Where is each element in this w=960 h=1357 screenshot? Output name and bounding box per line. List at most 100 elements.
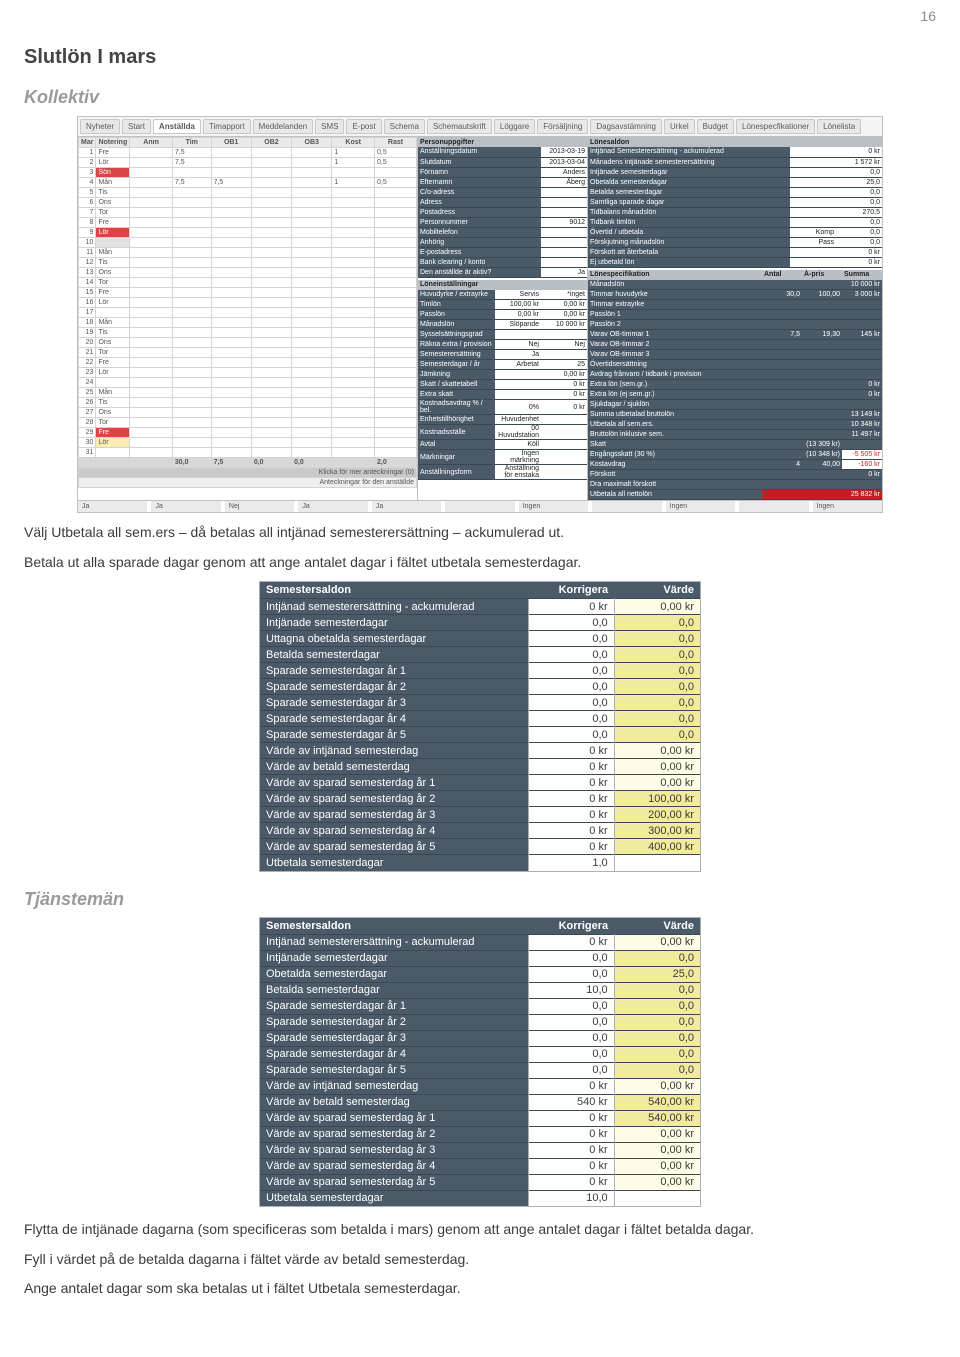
- daygrid-cell[interactable]: [332, 428, 375, 438]
- info-value[interactable]: [541, 257, 587, 267]
- daygrid-cell[interactable]: [130, 388, 173, 398]
- daygrid-cell[interactable]: [130, 278, 173, 288]
- daygrid-cell[interactable]: [292, 188, 332, 198]
- daygrid-cell[interactable]: [251, 158, 291, 168]
- daygrid-cell[interactable]: [130, 358, 173, 368]
- info-value[interactable]: Slöpande: [495, 320, 541, 330]
- daygrid-cell[interactable]: [375, 428, 417, 438]
- info-value[interactable]: [541, 330, 587, 340]
- info-value[interactable]: Ja: [541, 267, 587, 277]
- daygrid-cell[interactable]: [375, 188, 417, 198]
- daygrid-cell[interactable]: 7,5: [172, 148, 211, 158]
- daygrid-cell[interactable]: [211, 348, 251, 358]
- daygrid-cell[interactable]: Tor: [96, 208, 130, 218]
- daygrid-cell[interactable]: Fre: [96, 148, 130, 158]
- sem-varde[interactable]: 0,0: [614, 663, 700, 679]
- info-value[interactable]: [495, 390, 541, 400]
- sem-varde[interactable]: 0,00 kr: [614, 1078, 700, 1094]
- daygrid-cell[interactable]: [172, 328, 211, 338]
- daygrid-cell[interactable]: [130, 148, 173, 158]
- daygrid-cell[interactable]: Lör: [96, 228, 130, 238]
- info-value[interactable]: Nej: [495, 340, 541, 350]
- daygrid-cell[interactable]: [172, 408, 211, 418]
- daygrid-cell[interactable]: [375, 438, 417, 448]
- daygrid-cell[interactable]: [172, 288, 211, 298]
- daygrid-cell[interactable]: [211, 168, 251, 178]
- sem-varde[interactable]: 0,0: [614, 950, 700, 966]
- daygrid-cell[interactable]: [251, 278, 291, 288]
- daygrid-cell[interactable]: [251, 178, 291, 188]
- footer-cell[interactable]: [445, 501, 514, 512]
- daygrid-cell[interactable]: Mån: [96, 388, 130, 398]
- info-value[interactable]: 0,00 kr: [541, 310, 587, 320]
- daygrid-cell[interactable]: [251, 208, 291, 218]
- daygrid-cell[interactable]: [211, 288, 251, 298]
- daygrid-cell[interactable]: Lör: [96, 368, 130, 378]
- daygrid-cell[interactable]: Tis: [96, 398, 130, 408]
- daygrid-cell[interactable]: [211, 198, 251, 208]
- daygrid-cell[interactable]: [251, 258, 291, 268]
- daygrid-cell[interactable]: [251, 198, 291, 208]
- daygrid-cell[interactable]: [211, 258, 251, 268]
- daygrid-cell[interactable]: [332, 168, 375, 178]
- daygrid-cell[interactable]: [130, 218, 173, 228]
- daygrid-cell[interactable]: [375, 298, 417, 308]
- daygrid-cell[interactable]: [251, 338, 291, 348]
- daygrid-cell[interactable]: [375, 248, 417, 258]
- daygrid-cell[interactable]: [130, 308, 173, 318]
- daygrid-cell[interactable]: [251, 148, 291, 158]
- sem-varde[interactable]: 0,0: [614, 727, 700, 743]
- daygrid-cell[interactable]: Fre: [96, 358, 130, 368]
- info-value[interactable]: 0,0: [790, 167, 882, 177]
- daygrid-cell[interactable]: [332, 188, 375, 198]
- daygrid-cell[interactable]: [211, 238, 251, 248]
- sem-korrigera[interactable]: 0 kr: [528, 775, 614, 791]
- sem-korrigera[interactable]: 0 kr: [528, 1126, 614, 1142]
- info-value[interactable]: [541, 350, 587, 360]
- sem-varde[interactable]: 0,0: [614, 1014, 700, 1030]
- daygrid-cell[interactable]: [292, 428, 332, 438]
- sem-varde[interactable]: 0,00 kr: [614, 599, 700, 615]
- daygrid-cell[interactable]: [292, 208, 332, 218]
- daygrid-cell[interactable]: [251, 188, 291, 198]
- daygrid-cell[interactable]: [130, 398, 173, 408]
- tab-dagsavstämning[interactable]: Dagsavstämning: [590, 119, 662, 134]
- sem-korrigera[interactable]: 0,0: [528, 727, 614, 743]
- footer-cell[interactable]: Nej: [225, 501, 294, 512]
- sem-korrigera[interactable]: 0,0: [528, 966, 614, 982]
- daygrid-cell[interactable]: 15: [79, 288, 96, 298]
- daygrid-cell[interactable]: [211, 338, 251, 348]
- sem-korrigera[interactable]: 0,0: [528, 711, 614, 727]
- info-value[interactable]: 0,00 kr: [495, 310, 541, 320]
- footer-cell[interactable]: [739, 501, 808, 512]
- daygrid-footer[interactable]: Anteckningar för den anställde: [79, 478, 417, 488]
- sem-korrigera[interactable]: 0 kr: [528, 1158, 614, 1174]
- sem-varde[interactable]: 540,00 kr: [614, 1110, 700, 1126]
- daygrid-cell[interactable]: 2: [79, 158, 96, 168]
- info-value[interactable]: 0,0: [836, 227, 882, 237]
- daygrid-cell[interactable]: 13: [79, 268, 96, 278]
- daygrid-cell[interactable]: [375, 208, 417, 218]
- daygrid-cell[interactable]: [375, 218, 417, 228]
- daygrid-cell[interactable]: 4: [79, 178, 96, 188]
- daygrid-cell[interactable]: [292, 298, 332, 308]
- daygrid-cell[interactable]: [130, 348, 173, 358]
- sem-korrigera[interactable]: 0 kr: [528, 823, 614, 839]
- info-value[interactable]: 0,0: [790, 187, 882, 197]
- info-value[interactable]: Ja: [495, 350, 541, 360]
- daygrid-cell[interactable]: [251, 288, 291, 298]
- info-value[interactable]: 2013-03-19: [541, 147, 587, 157]
- sem-varde[interactable]: 400,00 kr: [614, 839, 700, 855]
- daygrid-cell[interactable]: [130, 328, 173, 338]
- daygrid-cell[interactable]: Lör: [96, 158, 130, 168]
- daygrid-cell[interactable]: [211, 208, 251, 218]
- daygrid-cell[interactable]: [375, 268, 417, 278]
- daygrid-cell[interactable]: [292, 448, 332, 458]
- daygrid-cell[interactable]: [292, 178, 332, 188]
- daygrid-cell[interactable]: 14: [79, 278, 96, 288]
- sem-korrigera[interactable]: 0,0: [528, 1062, 614, 1078]
- sem-korrigera[interactable]: 0 kr: [528, 1142, 614, 1158]
- sem-korrigera[interactable]: 0 kr: [528, 759, 614, 775]
- info-value[interactable]: 0 kr: [790, 147, 882, 157]
- daygrid-cell[interactable]: [172, 248, 211, 258]
